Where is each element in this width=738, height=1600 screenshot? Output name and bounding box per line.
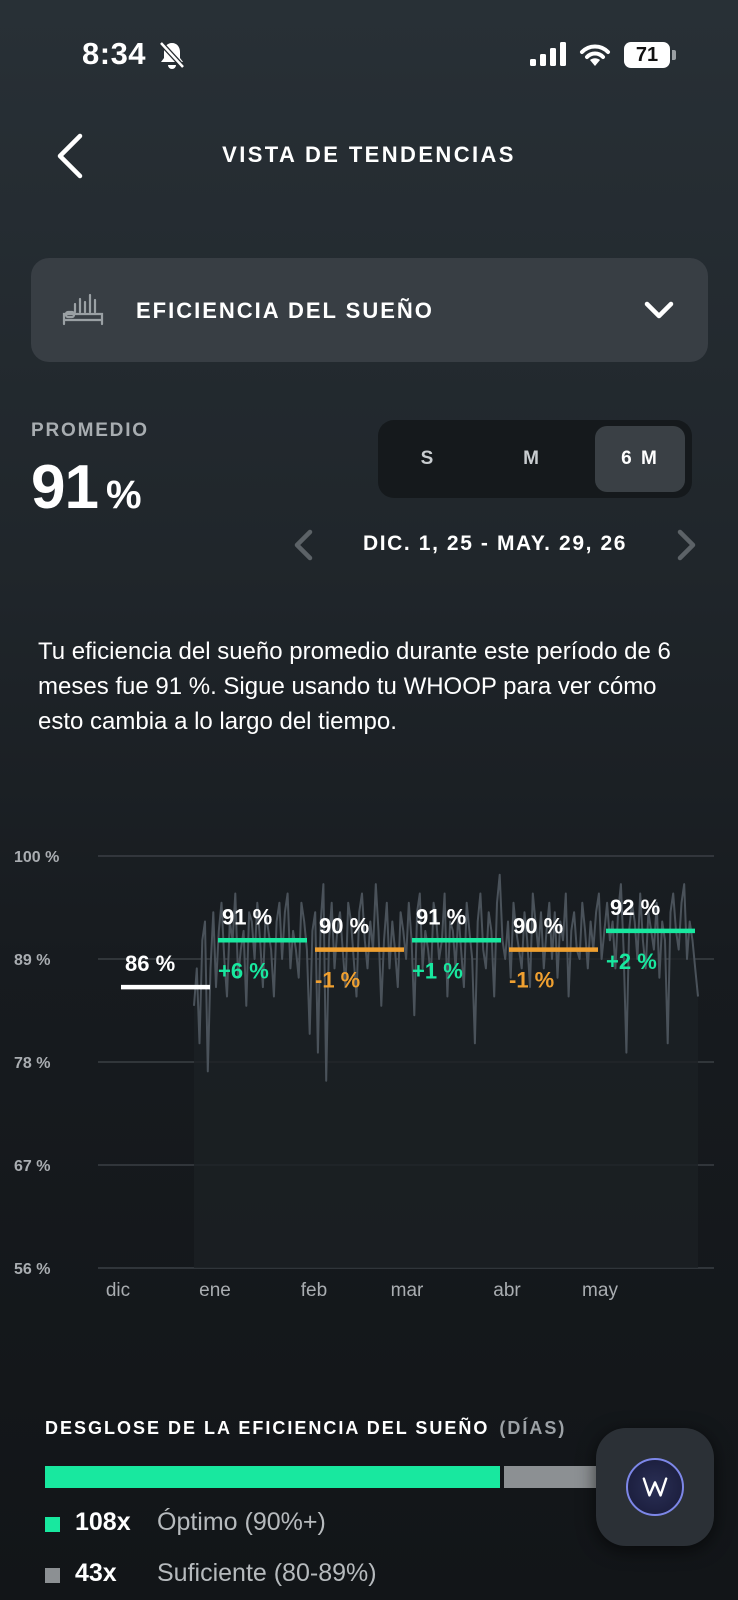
monthly-average-label: 91 % (416, 904, 466, 929)
whoop-coach-button[interactable] (596, 1428, 714, 1546)
daily-line (193, 873, 699, 1082)
y-tick-label: 56 % (14, 1261, 50, 1278)
battery-icon: 71 (624, 40, 676, 68)
average-label: PROMEDIO (31, 420, 149, 441)
monthly-change-label: +6 % (218, 958, 269, 983)
monthly-average-label: 91 % (222, 904, 272, 929)
x-tick-label: mar (391, 1280, 424, 1301)
average-value: 91% (31, 452, 142, 523)
y-tick-label: 78 % (14, 1055, 50, 1072)
x-tick-label: abr (493, 1280, 521, 1301)
x-tick-label: feb (301, 1280, 327, 1301)
date-range-label: DIC. 1, 25 - MAY. 29, 26 (362, 532, 628, 555)
monthly-change-label: +1 % (412, 958, 463, 983)
breakdown-title-text: DESGLOSE DE LA EFICIENCIA DEL SUEÑO (45, 1418, 490, 1438)
x-tick-label: may (582, 1280, 618, 1301)
average-unit: % (105, 473, 142, 517)
back-chevron-icon[interactable] (52, 130, 92, 182)
metric-selector-dropdown[interactable]: EFICIENCIA DEL SUEÑO (31, 258, 708, 362)
status-bar: 8:34 71 (0, 0, 738, 110)
sleep-bed-icon (62, 293, 104, 326)
breakdown-title: DESGLOSE DE LA EFICIENCIA DEL SUEÑO (DÍAS… (45, 1418, 566, 1439)
legend-swatch-optimal (45, 1517, 60, 1532)
breakdown-bar (45, 1466, 685, 1488)
sleep-efficiency-chart: 100 % 89 % 78 % 67 % 56 % dic ene feb mar abr may 8… (14, 850, 714, 1301)
breakdown-bar-segment (45, 1466, 500, 1488)
monthly-average-label: 90 % (513, 914, 563, 939)
monthly-change-label: -1 % (315, 968, 360, 993)
legend-count-sufficient: 43x (75, 1559, 117, 1587)
monthly-change-label: +2 % (606, 949, 657, 974)
wifi-icon (580, 44, 610, 66)
breakdown-title-unit: (DÍAS) (499, 1418, 567, 1438)
whoop-coach-icon (626, 1458, 684, 1516)
next-period-icon[interactable] (674, 528, 700, 562)
monthly-average-label: 90 % (319, 914, 369, 939)
battery-level: 71 (624, 42, 670, 68)
status-time: 8:34 (82, 36, 147, 71)
legend-swatch-sufficient (45, 1568, 60, 1583)
range-toggle: S M 6 M (378, 420, 692, 498)
y-tick-label: 89 % (14, 952, 50, 969)
range-option-month[interactable]: M (523, 448, 541, 469)
y-tick-label: 67 % (14, 1158, 50, 1175)
y-tick-label: 100 % (14, 850, 59, 866)
cellular-signal-icon (530, 42, 566, 66)
monthly-average-label: 92 % (610, 895, 660, 920)
trend-description: Tu eficiencia del sueño promedio durante… (38, 638, 671, 735)
range-option-6-months[interactable]: 6 M (595, 426, 685, 492)
x-tick-label: dic (106, 1280, 130, 1301)
legend-label-sufficient: Suficiente (80-89%) (157, 1559, 377, 1587)
monthly-change-label: -1 % (509, 968, 554, 993)
metric-selector-label: EFICIENCIA DEL SUEÑO (136, 298, 434, 323)
average-number: 91 (31, 453, 99, 522)
x-tick-label: ene (199, 1280, 231, 1301)
bell-off-icon (159, 41, 185, 69)
previous-period-icon[interactable] (290, 528, 316, 562)
page-title: VISTA DE TENDENCIAS (222, 142, 516, 167)
range-option-week[interactable]: S (420, 448, 436, 469)
monthly-average-label: 86 % (125, 951, 175, 976)
legend-label-optimal: Óptimo (90%+) (157, 1508, 326, 1536)
legend-count-optimal: 108x (75, 1508, 131, 1536)
chevron-down-icon (644, 301, 674, 319)
